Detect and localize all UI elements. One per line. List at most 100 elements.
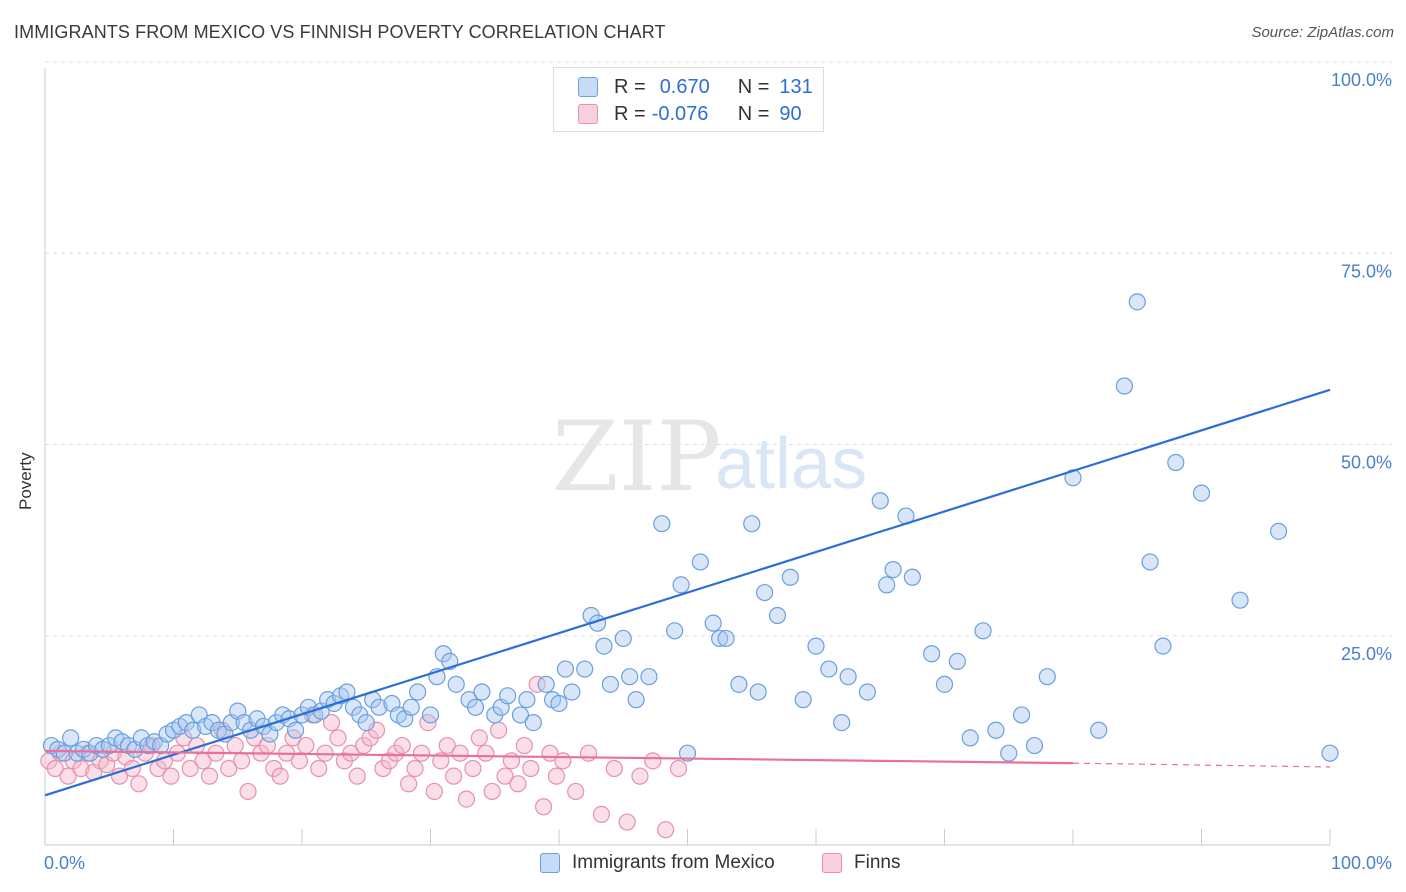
mexico-point: [1115, 377, 1134, 395]
mexico-point: [550, 694, 568, 713]
finns-point: [200, 767, 219, 785]
legend-label-finns: Finns: [854, 852, 901, 873]
legend-item-mexico[interactable]: Immigrants from Mexico: [540, 852, 775, 874]
finns-point: [322, 713, 341, 732]
mexico-point: [576, 660, 594, 678]
legend-n-value: 131: [779, 75, 813, 98]
correlation-legend: R = 0.670 N = 131 R = -0.076 N = 90: [553, 67, 824, 132]
mexico-point: [743, 515, 761, 533]
watermark-atlas: atlas: [715, 424, 867, 504]
mexico-point: [807, 637, 825, 655]
finns-point: [432, 752, 450, 770]
finns-point: [290, 752, 309, 770]
mexico-point: [1090, 721, 1108, 739]
finns-point: [554, 752, 572, 770]
finns-point: [342, 744, 360, 762]
y-tick-label: 25.0%: [1341, 644, 1392, 664]
mexico-point: [987, 721, 1005, 739]
finns-point: [59, 767, 77, 785]
mexico-point: [717, 629, 735, 648]
legend-row-finns: R = -0.076 N = 90: [578, 102, 802, 126]
mexico-point: [55, 744, 73, 762]
finns-point: [605, 759, 623, 778]
finns-point: [233, 752, 251, 770]
mexico-point: [621, 668, 639, 686]
mexico-point: [614, 629, 632, 648]
legend-r-label: R =: [614, 102, 646, 125]
mexico-point: [1038, 668, 1056, 686]
finns-point: [162, 767, 180, 785]
finns-point: [477, 744, 495, 762]
finns-point: [515, 736, 533, 755]
y-tick-label: 75.0%: [1341, 261, 1392, 281]
mexico-point: [640, 668, 658, 686]
y-tick-label: 100.0%: [1331, 70, 1392, 90]
mexico-point: [409, 683, 427, 701]
mexico-point: [1025, 736, 1044, 755]
finns-point: [310, 759, 328, 778]
mexico-point: [286, 721, 305, 739]
mexico-points: [42, 293, 1339, 762]
mexico-point: [1141, 553, 1159, 571]
mexico-point: [781, 568, 799, 586]
finns-point: [483, 782, 501, 801]
legend-r-value: 0.670: [659, 75, 710, 98]
mexico-point: [370, 698, 388, 716]
finns-point: [239, 782, 257, 801]
mexico-point: [974, 622, 992, 640]
trend-lines: [44, 388, 1331, 797]
mexico-point: [357, 713, 375, 732]
mexico-point: [627, 691, 645, 709]
y-tick-label: 50.0%: [1341, 453, 1392, 473]
finns-point: [522, 759, 540, 778]
mexico-point: [1231, 591, 1249, 609]
finns-point: [579, 744, 598, 762]
mexico-point: [1154, 637, 1172, 655]
mexico-point: [421, 706, 440, 724]
mexico-point: [903, 568, 921, 586]
finns-point: [348, 767, 366, 785]
legend-n-label: N =: [737, 102, 770, 125]
mexico-point: [858, 683, 877, 701]
mexico-point: [935, 675, 954, 693]
legend-n-value: 90: [779, 102, 802, 125]
mexico-point: [1128, 293, 1146, 311]
finns-point: [509, 775, 527, 793]
finns-point: [425, 782, 443, 801]
finns-point: [220, 759, 238, 778]
mexico-point: [184, 721, 202, 739]
finns-point: [412, 744, 431, 762]
mexico-point: [678, 744, 697, 762]
mexico-point: [730, 675, 748, 693]
mexico-point: [666, 622, 684, 640]
mexico-point: [749, 683, 767, 701]
finns-point: [181, 759, 199, 778]
chart-source: Source: ZipAtlas.com: [1251, 24, 1394, 41]
watermark: ZIP atlas: [552, 401, 867, 513]
mexico-point: [1321, 744, 1339, 762]
finns-point: [393, 736, 411, 755]
legend-item-finns[interactable]: Finns: [822, 852, 900, 874]
finns-point: [657, 821, 675, 839]
legend-swatch-pink: [822, 853, 842, 873]
mexico-point: [1000, 744, 1018, 762]
finns-point: [669, 759, 688, 778]
mexico-point: [839, 668, 857, 686]
finns-point: [496, 767, 514, 785]
finns-point: [490, 721, 508, 739]
mexico-point: [62, 729, 80, 747]
legend-swatch-pink: [578, 104, 598, 124]
chart-title: IMMIGRANTS FROM MEXICO VS FINNISH POVERT…: [14, 22, 666, 42]
mexico-point: [499, 687, 517, 705]
mexico-point: [563, 683, 581, 701]
mexico-point: [466, 698, 485, 716]
finns-point: [567, 782, 585, 801]
mexico-point: [672, 576, 690, 594]
x-tick-label: 0.0%: [44, 853, 85, 873]
mexico-point: [447, 675, 465, 693]
mexico-point: [537, 675, 555, 693]
mexico-point: [755, 583, 774, 602]
legend-r-value: -0.076: [651, 102, 709, 125]
finns-point: [400, 775, 418, 793]
